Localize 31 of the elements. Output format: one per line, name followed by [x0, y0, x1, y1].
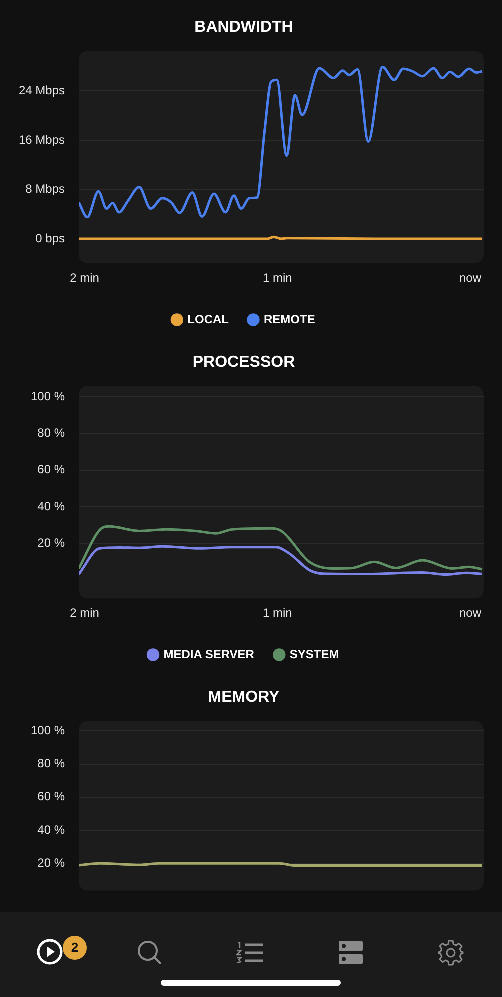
chart-title: MEMORY — [208, 689, 280, 706]
chart-title: PROCESSOR — [192, 354, 296, 372]
y-tick-label: 40 % — [38, 499, 66, 514]
line-series — [79, 66, 484, 219]
y-tick-label: 24 Mbps — [18, 84, 65, 98]
x-tick-label: 1 min — [262, 271, 292, 286]
legend-label: MEDIA SERVER — [164, 647, 255, 662]
legend-label: SYSTEM — [290, 647, 340, 662]
x-tick-label: 1 min — [262, 606, 292, 620]
chart-title: BANDWIDTH — [194, 19, 294, 36]
x-tick-label: 2 min — [70, 271, 100, 286]
x-tick-label: now — [459, 606, 482, 620]
y-tick-label: 80 % — [38, 756, 66, 771]
y-tick-label: 60 % — [38, 462, 66, 477]
y-tick-label: 20 % — [38, 536, 66, 550]
y-tick-label: 40 % — [38, 822, 66, 837]
y-tick-label: 60 % — [38, 790, 66, 804]
y-tick-label: 80 % — [38, 426, 66, 440]
y-tick-label: 0 bps — [36, 231, 65, 246]
x-tick-label: 2 min — [70, 606, 100, 620]
line-series — [79, 525, 484, 571]
y-tick-label: 16 Mbps — [18, 132, 65, 147]
y-tick-label: 100 % — [30, 390, 66, 404]
y-tick-label: 8 Mbps — [26, 182, 65, 196]
line-series — [79, 545, 484, 576]
legend-label: REMOTE — [264, 312, 316, 326]
y-tick-label: 20 % — [38, 856, 66, 870]
y-tick-label: 100 % — [30, 723, 66, 738]
x-tick-label: now — [459, 271, 482, 286]
notification-badge: 2 — [63, 936, 87, 960]
legend-label: LOCAL — [188, 312, 229, 326]
